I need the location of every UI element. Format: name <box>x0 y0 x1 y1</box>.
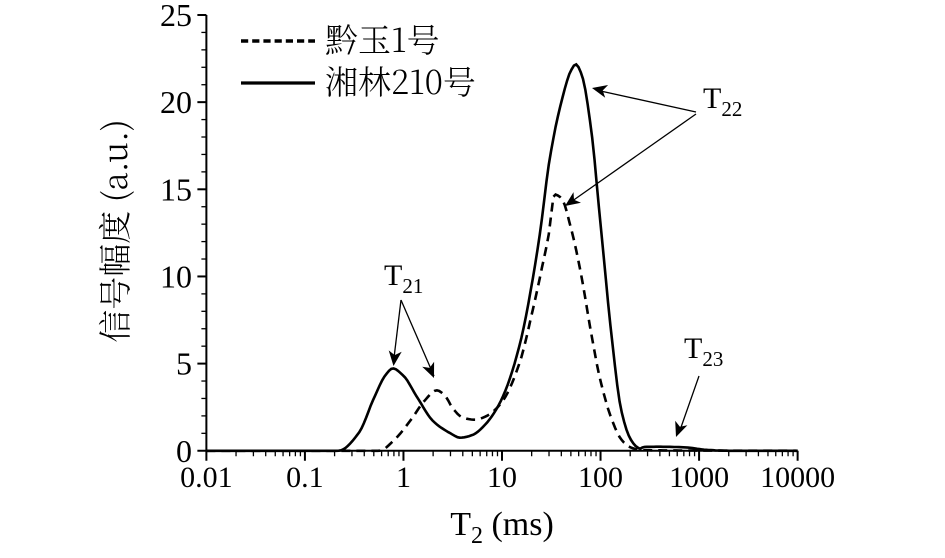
svg-text:1: 1 <box>396 461 411 494</box>
svg-text:25: 25 <box>160 0 192 33</box>
svg-text:0.1: 0.1 <box>286 461 324 494</box>
svg-text:10: 10 <box>160 258 192 294</box>
svg-text:5: 5 <box>176 346 192 382</box>
svg-text:湘林210号: 湘林210号 <box>325 57 476 104</box>
svg-text:1000: 1000 <box>669 461 729 494</box>
svg-text:0.01: 0.01 <box>180 461 233 494</box>
svg-text:信号幅度 (a.u.): 信号幅度 (a.u.) <box>90 119 137 342</box>
svg-text:20: 20 <box>160 84 192 120</box>
svg-text:15: 15 <box>160 171 192 207</box>
svg-text:10: 10 <box>487 461 517 494</box>
svg-text:10000: 10000 <box>760 461 835 494</box>
svg-text:100: 100 <box>578 461 623 494</box>
svg-text:黔玉1号: 黔玉1号 <box>325 15 440 62</box>
svg-text:T2​ (ms): T2​ (ms) <box>450 506 554 549</box>
